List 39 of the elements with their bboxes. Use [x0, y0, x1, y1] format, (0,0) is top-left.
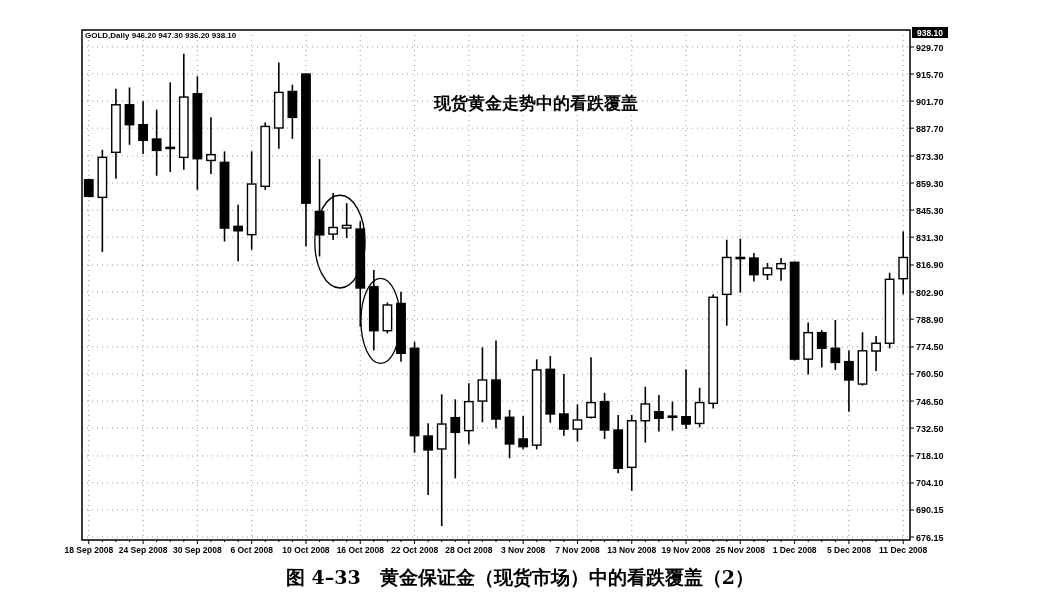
y-tick-label: 929.70	[916, 42, 944, 53]
y-tick-label: 718.10	[916, 451, 944, 462]
y-tick-label: 690.15	[916, 505, 944, 516]
y-tick-label: 915.70	[916, 69, 944, 80]
y-tick-label: 802.90	[916, 287, 944, 298]
x-tick-label: 24 Sep 2008	[118, 545, 168, 555]
annotation: 现货黄金走势中的看跌覆盖	[433, 93, 638, 113]
annotation: GOLD,Daily 946.20 947.30 936.20 938.10	[85, 31, 237, 40]
x-tick-label: 28 Oct 2008	[445, 545, 493, 555]
y-tick-label: 845.30	[916, 205, 944, 216]
text: 图 4–33 黄金保证金（现货市场）中的看跌覆盖（2）	[286, 566, 754, 588]
y-tick-label: 873.30	[916, 151, 944, 162]
x-tick-label: 7 Nov 2008	[555, 545, 600, 555]
x-tick-label: 22 Oct 2008	[390, 545, 439, 555]
x-tick-label: 11 Dec 2008	[879, 545, 928, 555]
x-tick-label: 19 Nov 2008	[661, 545, 711, 555]
y-tick-label: 774.50	[916, 342, 944, 353]
x-tick-label: 10 Oct 2008	[282, 545, 330, 555]
y-tick-label: 887.70	[916, 123, 944, 134]
y-tick-label: 760.50	[916, 369, 944, 380]
x-tick-label: 18 Sep 2008	[64, 545, 114, 555]
x-tick-label: 5 Dec 2008	[826, 545, 872, 555]
y-tick-label: 816.90	[916, 260, 944, 271]
y-tick-label: 704.10	[916, 478, 944, 489]
y-tick-label: 732.50	[916, 423, 944, 434]
y-tick-label: 831.30	[916, 232, 944, 243]
y-tick-label: 859.30	[916, 178, 944, 189]
y-tick-label: 788.90	[916, 314, 944, 325]
x-tick-label: 25 Nov 2008	[715, 545, 766, 555]
x-tick-label: 3 Nov 2008	[500, 545, 546, 555]
y-tick-label: 746.50	[916, 396, 944, 407]
x-tick-label: 30 Sep 2008	[173, 545, 222, 555]
text: 938.10	[917, 27, 944, 38]
y-tick-label: 901.70	[916, 96, 944, 107]
x-tick-label: 13 Nov 2008	[607, 545, 657, 555]
y-tick-label: 676.15	[916, 532, 944, 543]
x-tick-label: 1 Dec 2008	[772, 545, 817, 555]
x-tick-label: 16 Oct 2008	[336, 545, 385, 555]
x-tick-label: 6 Oct 2008	[230, 545, 274, 555]
